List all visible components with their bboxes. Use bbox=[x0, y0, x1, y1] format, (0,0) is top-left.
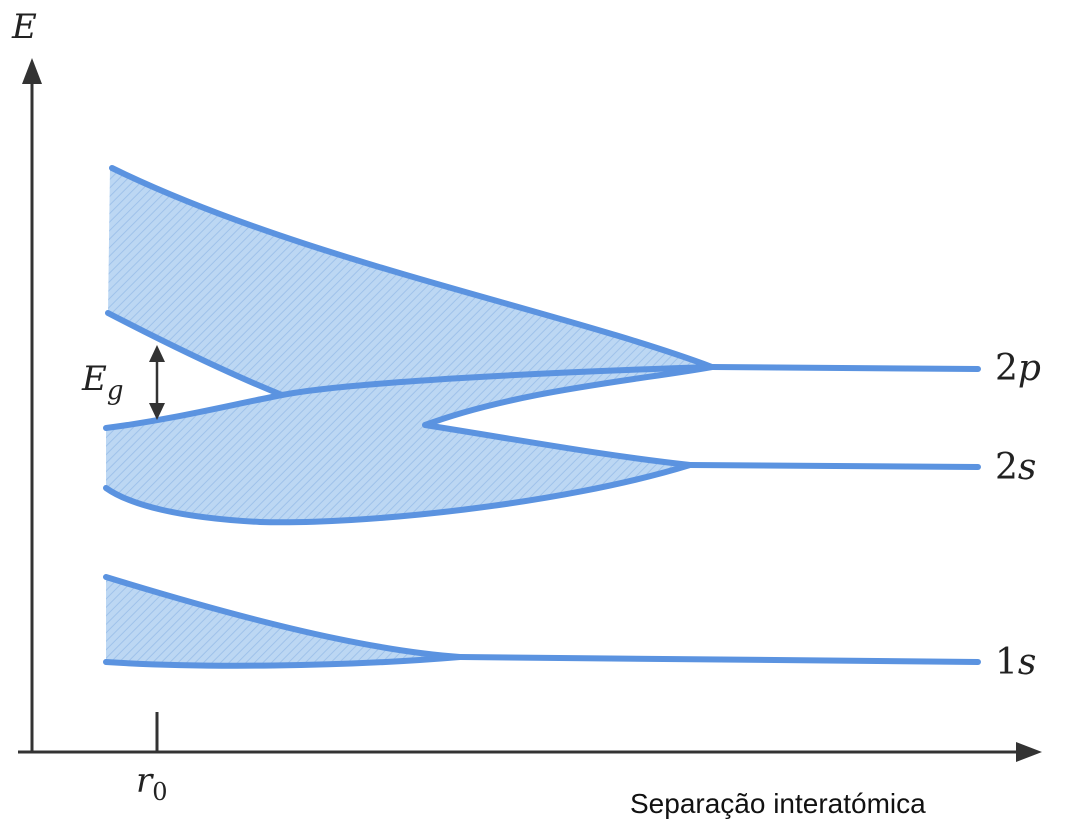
band-gap-arrow bbox=[149, 345, 165, 420]
band-gap-subscript: g bbox=[107, 376, 124, 406]
band-gap-label: Eg bbox=[81, 359, 123, 406]
r0-subscript: 0 bbox=[152, 778, 167, 806]
y-axis-arrow-icon bbox=[22, 58, 42, 84]
lower-band bbox=[103, 574, 981, 669]
upper-band-fill bbox=[106, 168, 712, 523]
level-label-2p: 2p bbox=[995, 348, 1041, 389]
level-label-2s: 2s bbox=[995, 447, 1036, 488]
band-gap-arrow-down-icon bbox=[149, 403, 165, 420]
band-2p-upper-edge bbox=[109, 165, 715, 370]
level-1s-line bbox=[457, 654, 981, 665]
band-2s-inner-edge bbox=[422, 364, 715, 468]
level-2p-line bbox=[709, 364, 981, 372]
level-2s-line bbox=[687, 462, 981, 470]
band-2p-lower-edge bbox=[105, 310, 715, 398]
axes bbox=[18, 58, 1042, 762]
x-axis-label: Separação interatómica bbox=[630, 788, 926, 819]
band-gap-arrow-up-icon bbox=[149, 345, 165, 362]
r0-label: r0 bbox=[136, 761, 168, 806]
band-1s-lower-edge bbox=[103, 654, 463, 669]
band-gap-main: E bbox=[81, 359, 107, 399]
r0-main: r bbox=[136, 761, 154, 801]
band-2s-upper-edge bbox=[103, 392, 285, 431]
band-1s-upper-edge bbox=[103, 574, 463, 660]
band-1s-fill bbox=[106, 577, 460, 666]
x-axis-arrow-icon bbox=[1016, 742, 1042, 762]
upper-band bbox=[103, 165, 981, 526]
band-2s-lower-edge bbox=[103, 462, 693, 526]
y-axis-label: E bbox=[11, 7, 37, 47]
level-label-1s: 1s bbox=[995, 642, 1036, 683]
